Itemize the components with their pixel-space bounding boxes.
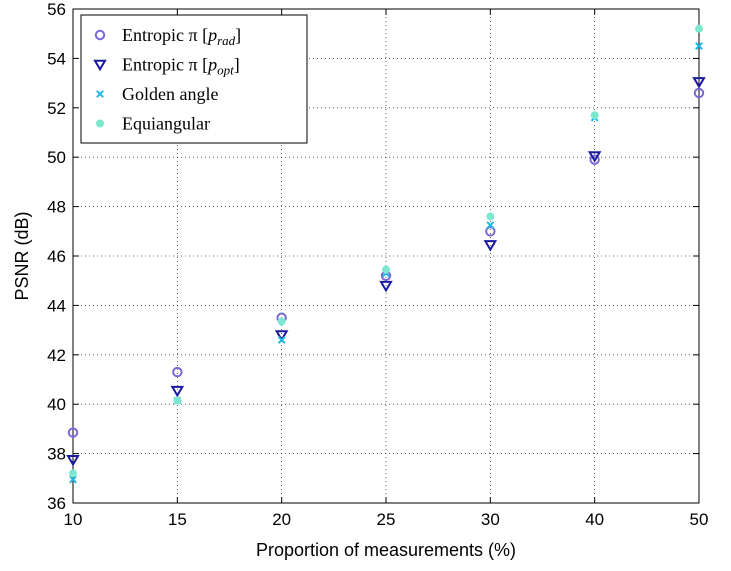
point-equiangular [69,469,77,478]
y-tick-label: 48 [47,198,66,217]
x-stroke [96,90,104,98]
legend-label: Entropic π [prad] [122,25,241,48]
point-entropic-p-rad [172,366,183,378]
legend-marker [93,59,107,72]
x-stroke [277,336,286,344]
x-tick-label: 15 [168,510,187,529]
y-tick-label: 52 [47,99,66,118]
y-tick-label: 50 [47,148,66,167]
legend-marker [96,90,104,98]
point-entropic-p-opt [274,330,289,342]
x-axis-title: Proportion of measurements (%) [256,540,516,560]
x-stroke [486,221,495,230]
point-golden-angle [695,42,703,50]
point-entropic-p-opt [170,385,185,398]
legend-label: Entropic π [popt] [122,55,240,78]
x-tick-label: 50 [690,510,709,529]
legend: Entropic π [prad] Entropic π [popt] Golden… [80,14,308,144]
y-tick-label: 46 [47,247,66,266]
legend-label: Equiangular [122,114,210,134]
point-golden-angle [69,475,77,484]
point-equiangular [277,317,286,326]
point-equiangular [382,265,390,274]
point-entropic-p-rad [589,154,600,165]
point-entropic-p-opt [692,77,706,89]
point-golden-angle [277,336,286,344]
point-entropic-p-opt [483,240,498,252]
x-tick-label: 30 [481,510,500,529]
data-marks [66,24,706,484]
point-equiangular [486,212,495,221]
x-tick-label: 40 [585,510,604,529]
y-tick-label: 56 [47,0,66,19]
y-tick-label: 42 [47,346,66,365]
x-tick-label: 20 [272,510,291,529]
legend-label: Golden angle [122,84,218,104]
legend-marker [96,119,104,128]
y-tick-label: 36 [47,494,66,513]
point-equiangular [173,396,182,405]
point-entropic-p-opt [587,151,602,163]
point-equiangular [695,24,703,33]
y-tick-label: 44 [47,296,66,315]
x-tick-label: 10 [64,510,83,529]
y-tick-label: 40 [47,395,66,414]
legend-marker [94,29,106,41]
axis-ticks: 36 38 40 42 44 46 48 50 52 54 56 10 15 20 25 30 40 50 [47,0,708,529]
y-tick-label: 38 [47,445,66,464]
point-golden-angle [486,221,495,230]
x-stroke [695,42,703,50]
point-entropic-p-rad [67,427,79,438]
y-tick-label: 54 [47,49,66,68]
x-tick-label: 25 [377,510,396,529]
point-entropic-p-rad [693,87,705,99]
point-equiangular [590,111,599,120]
legend-box [80,14,308,144]
point-entropic-p-opt [379,280,393,293]
y-axis-title: PSNR (dB) [12,211,32,300]
point-entropic-p-opt [66,455,80,467]
x-stroke [69,475,77,484]
point-entropic-p-rad [485,226,496,237]
